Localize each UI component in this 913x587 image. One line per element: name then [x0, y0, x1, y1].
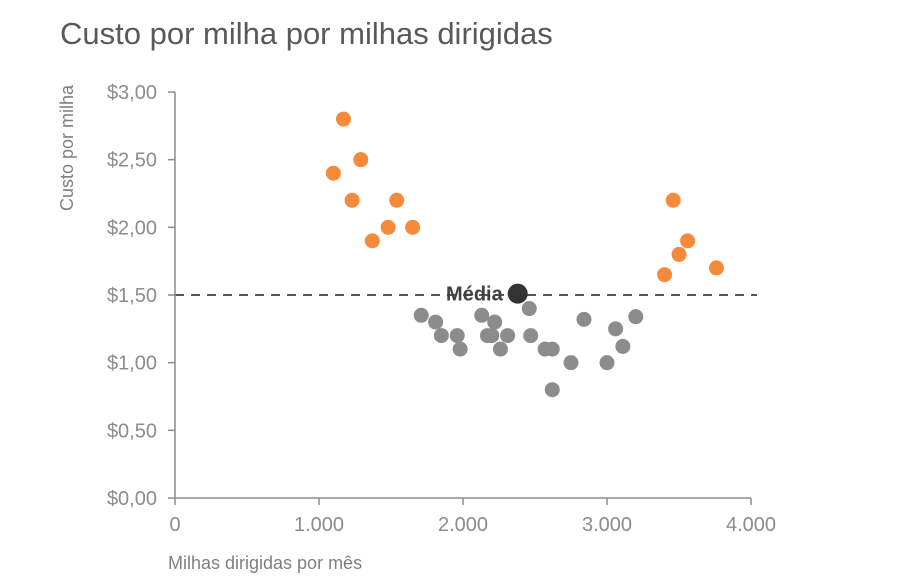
data-point-gray [428, 314, 444, 330]
data-point-orange [680, 233, 696, 249]
data-point-orange [344, 192, 360, 208]
data-point-gray [615, 338, 631, 354]
data-point-gray [563, 355, 579, 371]
data-point-gray [544, 382, 560, 398]
data-point-orange [380, 219, 396, 235]
data-point-orange [657, 267, 673, 283]
data-point-gray [487, 314, 503, 330]
x-axis-title: Milhas dirigidas por mês [168, 553, 362, 573]
x-tick-label: 2.000 [438, 514, 488, 536]
data-point-gray [484, 328, 500, 344]
data-point-gray [474, 307, 490, 323]
y-tick-label: $2,50 [107, 150, 157, 172]
y-tick-label: $2,00 [107, 217, 157, 239]
mean-point [507, 283, 528, 304]
data-point-gray [544, 341, 560, 357]
y-axis-title: Custo por milha [57, 84, 77, 211]
x-tick-label: 0 [169, 514, 180, 536]
data-point-gray [576, 311, 592, 327]
data-point-orange [364, 233, 380, 249]
points-layer [325, 111, 724, 398]
mean-label: Média [446, 284, 504, 306]
axes-layer [168, 91, 752, 505]
y-tick-label: $1,50 [107, 285, 157, 307]
y-tick-label: $3,00 [107, 82, 157, 104]
data-point-orange [353, 152, 369, 168]
x-tick-label: 4.000 [726, 514, 776, 536]
data-point-orange [708, 260, 724, 276]
data-point-gray [523, 328, 539, 344]
data-point-orange [405, 219, 421, 235]
y-tick-label: $0,00 [107, 488, 157, 510]
data-point-gray [449, 328, 465, 344]
data-point-orange [665, 192, 681, 208]
mean-layer: Média [446, 283, 528, 306]
tick-labels-layer: $0,00 $0,50 $1,00 $1,50 $2,00 $2,50 $3,00 0 1.00… [107, 82, 776, 536]
data-point-gray [413, 307, 429, 323]
data-point-orange [335, 111, 351, 127]
data-point-orange [671, 246, 687, 262]
data-point-gray [521, 301, 537, 317]
x-tick-label: 3.000 [582, 514, 632, 536]
data-point-orange [389, 192, 405, 208]
chart-title: Custo por milha por milhas dirigidas [60, 16, 553, 51]
y-tick-label: $0,50 [107, 420, 157, 442]
data-point-gray [452, 341, 468, 357]
y-tick-label: $1,00 [107, 353, 157, 375]
data-point-gray [492, 341, 508, 357]
data-point-gray [500, 328, 516, 344]
data-point-gray [433, 328, 449, 344]
data-point-orange [325, 165, 341, 181]
data-point-gray [599, 355, 615, 371]
x-tick-label: 1.000 [294, 514, 344, 536]
data-point-gray [628, 309, 644, 325]
data-point-gray [608, 321, 624, 337]
